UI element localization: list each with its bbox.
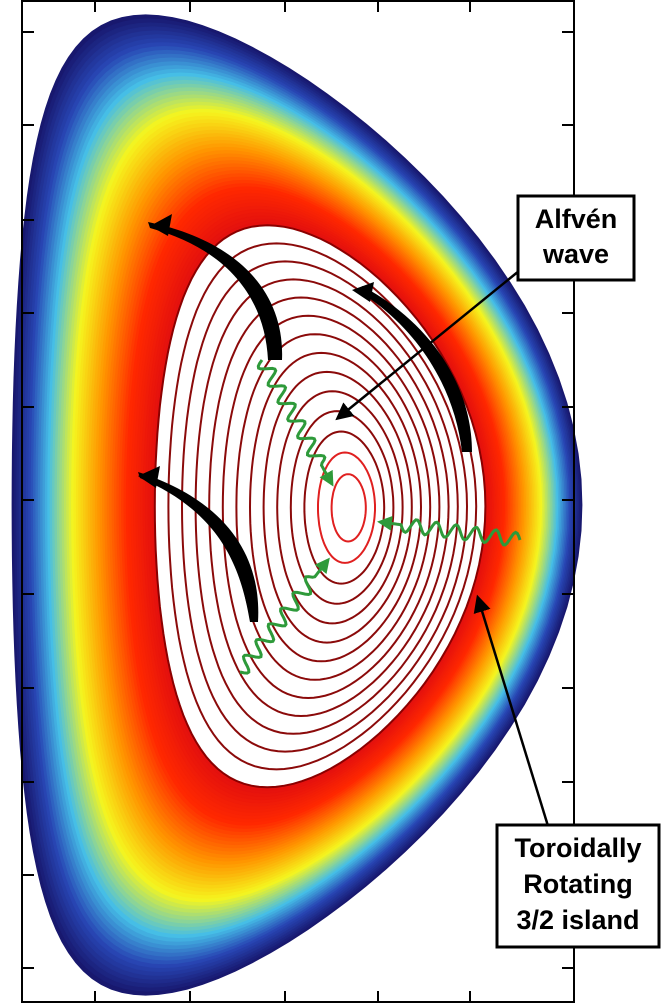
label-line: Alfvén (535, 204, 618, 234)
label-line: 3/2 island (516, 905, 639, 935)
label-line: Toroidally (514, 833, 641, 863)
tokamak-figure: Alfvén wave Toroidally Rotating 3/2 isla… (0, 0, 670, 1003)
label-line: Rotating (523, 869, 632, 899)
island-label-box: Toroidally Rotating 3/2 island (497, 825, 659, 947)
alfven-label-box: Alfvén wave (518, 196, 634, 280)
label-line: wave (542, 239, 609, 269)
